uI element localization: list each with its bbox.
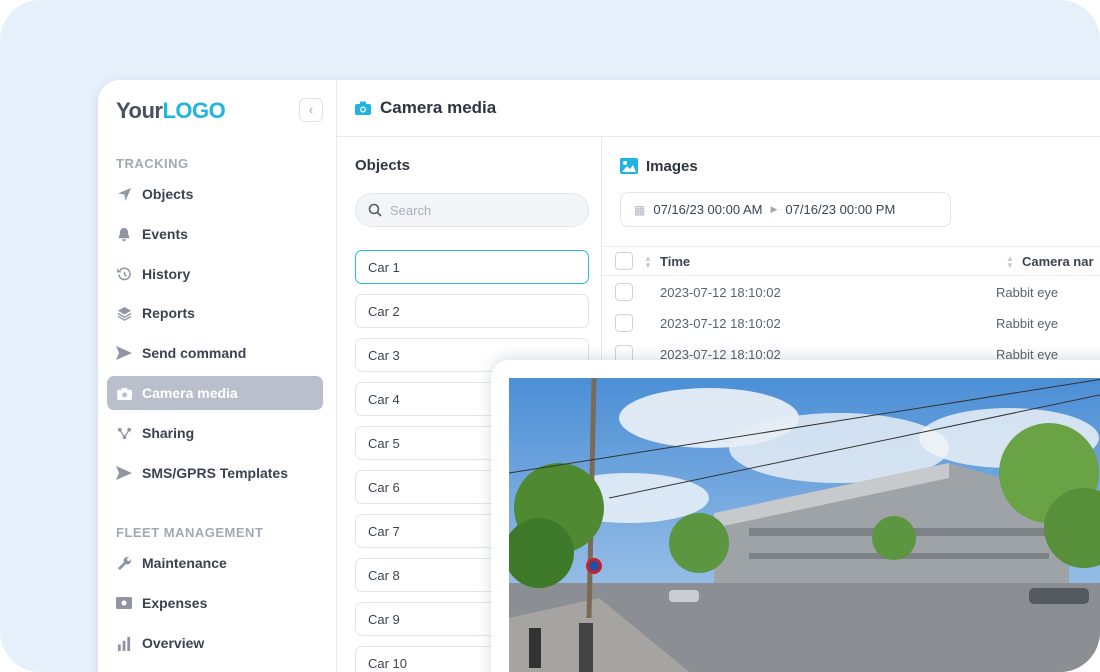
table-header: ▲ ▼ Time ▲ ▼ Camera nar (602, 246, 1100, 276)
send-icon (116, 345, 132, 361)
logo: YourLOGO (116, 98, 226, 123)
cell-time: 2023-07-12 18:10:02 (660, 347, 781, 362)
date-to[interactable]: 07/16/23 00:00 PM (785, 202, 896, 217)
object-list-item[interactable]: Car 3 (355, 338, 589, 372)
date-range-picker[interactable]: ▦ 07/16/23 00:00 AM ▶ 07/16/23 00:00 PM (620, 192, 951, 227)
column-camera-name[interactable]: Camera nar (1022, 254, 1094, 269)
sidebar-item-expenses[interactable]: Expenses (107, 586, 323, 620)
street-photo (509, 378, 1100, 672)
row-checkbox[interactable] (615, 314, 633, 332)
arrow-right-icon: ▶ (770, 204, 778, 214)
section-tracking: TRACKING (116, 156, 189, 171)
sidebar-item-sms-gprs-templates[interactable]: SMS/GPRS Templates (107, 456, 323, 490)
cell-camera: Rabbit eye (996, 316, 1059, 331)
table-row[interactable]: 2023-07-12 18:10:02 Rabbit eye (602, 277, 1100, 308)
camera-icon (116, 385, 132, 401)
image-preview (491, 360, 1100, 672)
section-fleet-management: FLEET MANAGEMENT (116, 525, 264, 540)
sidebar-item-events[interactable]: Events (107, 217, 323, 251)
cell-time: 2023-07-12 18:10:02 (660, 316, 781, 331)
select-all-checkbox[interactable] (615, 252, 633, 270)
object-list-item[interactable]: Car 1 (355, 250, 589, 284)
search-icon (368, 203, 382, 217)
sidebar-item-label: Sharing (142, 425, 195, 441)
sidebar-item-label: Camera media (142, 385, 238, 401)
cell-camera: Rabbit eye (996, 285, 1059, 300)
calendar-icon: ▦ (634, 202, 646, 217)
sidebar-item-label: Events (142, 226, 188, 242)
collapse-sidebar-button[interactable]: ‹ (299, 98, 323, 122)
camera-icon (355, 101, 371, 115)
page-title: Camera media (380, 98, 497, 117)
images-panel: Images ▦ 07/16/23 00:00 AM ▶ 07/16/23 00… (602, 137, 1100, 672)
cell-time: 2023-07-12 18:10:02 (660, 285, 781, 300)
sidebar-item-label: Expenses (142, 595, 208, 611)
sidebar-item-objects[interactable]: Objects (107, 177, 323, 211)
sidebar-item-camera-media[interactable]: Camera media (107, 376, 323, 410)
date-from[interactable]: 07/16/23 00:00 AM (653, 202, 763, 217)
sidebar-item-label: Send command (142, 345, 247, 361)
wrench-icon (116, 555, 132, 571)
image-icon (620, 158, 638, 174)
sidebar-item-history[interactable]: History (107, 257, 323, 291)
search-box (355, 193, 589, 227)
money-icon (116, 595, 132, 611)
share-icon (116, 425, 132, 441)
send-icon (116, 465, 132, 481)
sidebar-item-label: Maintenance (142, 555, 227, 571)
navigation-arrow-icon (116, 186, 132, 202)
object-list-item[interactable]: Car 2 (355, 294, 589, 328)
row-checkbox[interactable] (615, 283, 633, 301)
table-row[interactable]: 2023-07-12 18:10:02 Rabbit eye (602, 339, 1100, 370)
sort-icon[interactable]: ▲ ▼ (644, 254, 652, 270)
sidebar-item-label: Reports (142, 305, 195, 321)
table-row[interactable]: 2023-07-12 18:10:02 Rabbit eye (602, 308, 1100, 339)
sidebar-item-label: History (142, 266, 191, 282)
sidebar-item-label: Overview (142, 635, 205, 651)
layers-icon (116, 305, 132, 321)
search-input[interactable] (390, 202, 566, 218)
sidebar: YourLOGO ‹ TRACKING FLEET MANAGEMENT Obj… (98, 80, 337, 672)
page-header: Camera media (337, 80, 1100, 137)
history-icon (116, 266, 132, 282)
sidebar-item-label: Objects (142, 186, 194, 202)
bar-chart-icon (116, 635, 132, 651)
sidebar-item-overview[interactable]: Overview (107, 626, 323, 660)
sidebar-item-sharing[interactable]: Sharing (107, 416, 323, 450)
cell-camera: Rabbit eye (996, 347, 1059, 362)
sidebar-item-label: SMS/GPRS Templates (142, 465, 289, 481)
bell-icon (116, 226, 132, 242)
images-title: Images (646, 158, 698, 175)
sort-icon[interactable]: ▲ ▼ (1006, 254, 1014, 270)
objects-title: Objects (355, 157, 411, 174)
sidebar-item-send-command[interactable]: Send command (107, 336, 323, 370)
sidebar-item-reports[interactable]: Reports (107, 296, 323, 330)
column-time[interactable]: Time (660, 254, 691, 269)
sidebar-item-maintenance[interactable]: Maintenance (107, 546, 323, 580)
